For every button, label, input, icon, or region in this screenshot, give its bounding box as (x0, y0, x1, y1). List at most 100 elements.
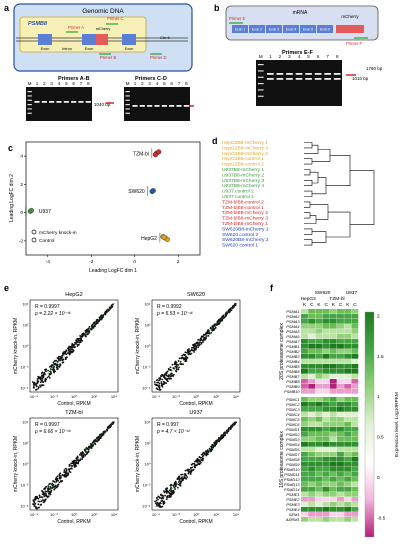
e-point (83, 453, 86, 456)
e-point (88, 446, 91, 449)
e-point (70, 346, 72, 349)
f-gene-label: PSMD2 (286, 432, 300, 437)
e-point (84, 330, 87, 332)
f-col-u937: U937 (346, 290, 358, 296)
e-ylabel: mCherry knock-in, RPKM (135, 436, 141, 492)
e-ytick-label: 10² (23, 440, 29, 445)
f-cell (344, 432, 352, 437)
f-col-hepg2: HepG2 (301, 296, 317, 302)
e-point (178, 476, 181, 479)
e-point (158, 386, 161, 389)
e-point (70, 465, 73, 468)
e-point (44, 380, 47, 383)
f-cell (308, 407, 316, 412)
f-cell (301, 467, 308, 472)
gel-ef-size-lo: 1010 bp (352, 76, 369, 81)
e-point (198, 456, 201, 458)
gel-ef-lane-label: 3 (288, 54, 291, 59)
f-cell (301, 359, 308, 364)
f-cell (351, 389, 359, 394)
d-leaf-label: U937 control 2 (222, 189, 254, 195)
e-point (52, 367, 55, 370)
e-point (59, 475, 62, 477)
f-cell (315, 319, 323, 324)
e-point (56, 360, 59, 363)
e-point (171, 491, 174, 493)
f-cell (301, 432, 308, 437)
f-cell (344, 319, 352, 324)
gene-name: PSMB8 (28, 21, 48, 27)
f-cell (308, 339, 316, 344)
f-gene-label: PSMD4 (286, 442, 300, 447)
primer-f-label: Primer F (346, 41, 362, 46)
e-point (45, 485, 48, 488)
f-cell (301, 482, 308, 487)
f-cell (337, 437, 344, 442)
f-cell (337, 497, 344, 502)
f-cell (329, 467, 337, 472)
primer-b-label: Primer B (100, 55, 116, 60)
e-point (45, 370, 47, 373)
f-cell (344, 452, 352, 457)
f-cell (337, 374, 344, 379)
e-point (58, 355, 61, 358)
f-cell (329, 477, 337, 482)
f-cell (308, 482, 316, 487)
f-cell (329, 422, 337, 427)
f-cell (329, 319, 337, 324)
f-cell (351, 487, 359, 492)
e-point (55, 359, 57, 362)
d-branch (326, 211, 351, 238)
elem-2: Exon (85, 47, 94, 51)
e-point (211, 325, 214, 328)
c-xtick-label: -2 (89, 259, 94, 265)
e-point (168, 369, 171, 371)
e-point (169, 366, 172, 369)
e-point (37, 497, 40, 500)
f-cell (344, 397, 352, 402)
gel-cd-size: 477 bp (176, 102, 190, 107)
f-cell (329, 507, 337, 512)
f-cell (329, 412, 337, 417)
d-leaf-label: U937B8-mCherry 1 (222, 167, 264, 173)
e-point (34, 383, 37, 386)
e-point (198, 460, 201, 463)
f-cell (337, 472, 344, 477)
f-cell (337, 427, 344, 432)
e-point (206, 452, 209, 455)
e-point (161, 497, 163, 500)
d-branch (312, 148, 331, 162)
d-branch (326, 155, 351, 186)
f-cell (308, 442, 316, 447)
f-gene-label: SEM1 (289, 512, 300, 517)
genomic-dna-title: Genomic DNA (82, 8, 124, 15)
e-point (74, 465, 76, 468)
gel-ef-band (276, 78, 284, 80)
f-gene-label: PSMC6 (286, 422, 300, 427)
f-gene-label: PSME3 (286, 502, 300, 507)
f-cell (308, 512, 316, 517)
f-cell (344, 407, 352, 412)
e-point (73, 463, 76, 466)
e-point (184, 358, 187, 361)
f-cell (315, 447, 323, 452)
e-p-value: p = 2.22 × 10⁻¹⁶ (34, 311, 71, 317)
e-point (40, 503, 43, 506)
f-cell (301, 477, 308, 482)
e-point (47, 487, 50, 489)
f-cell (351, 507, 359, 512)
f-cell (315, 402, 323, 407)
e-point (49, 493, 52, 496)
elem-0: Exon (41, 47, 50, 51)
gel-ef-lane-label: 1 (269, 54, 272, 59)
mrna-exon-label: Exon 1 (235, 28, 245, 32)
e-point (180, 357, 183, 360)
elem-1: Intron (62, 47, 72, 51)
e-point (181, 356, 184, 359)
f-cell (344, 364, 352, 369)
e-point (62, 361, 65, 364)
e-point (190, 346, 193, 349)
e-ytick-label: 10⁻⁴ (142, 385, 151, 390)
